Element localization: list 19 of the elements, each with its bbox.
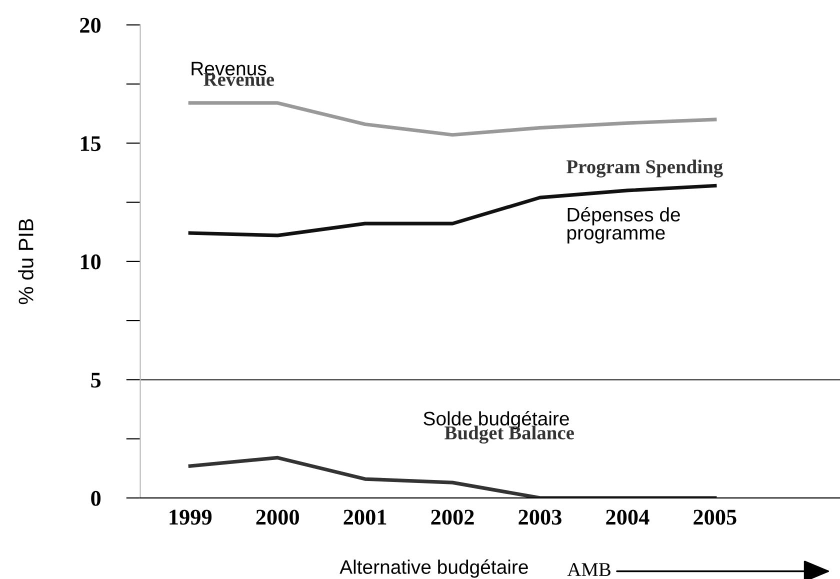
x-tick-label: 2000 bbox=[256, 510, 299, 525]
y-tick-label: 5 bbox=[91, 372, 101, 388]
series-label: Revenus bbox=[192, 62, 266, 76]
annotation: Revenue bbox=[204, 73, 274, 86]
x-tick-label: 2005 bbox=[694, 510, 736, 525]
x-tick-label: 2003 bbox=[518, 510, 562, 525]
y-tick-label: 10 bbox=[80, 254, 101, 270]
x-tick-label: 2002 bbox=[431, 510, 474, 525]
series-label: Dépenses de programme bbox=[567, 207, 680, 244]
y-axis-title: % du PIB bbox=[18, 219, 34, 304]
x-tick-label: 2004 bbox=[606, 510, 650, 525]
text: Alternative budgétaire bbox=[340, 559, 528, 578]
y-tick-label: 15 bbox=[80, 136, 101, 152]
annotation: Program Spending bbox=[566, 160, 723, 178]
x-tick-label: 2001 bbox=[344, 510, 386, 525]
x-tick-label: 1999 bbox=[170, 510, 212, 525]
text: AMB bbox=[567, 563, 610, 576]
y-tick-label: 20 bbox=[80, 18, 101, 33]
y-tick-label: 0 bbox=[91, 490, 101, 506]
